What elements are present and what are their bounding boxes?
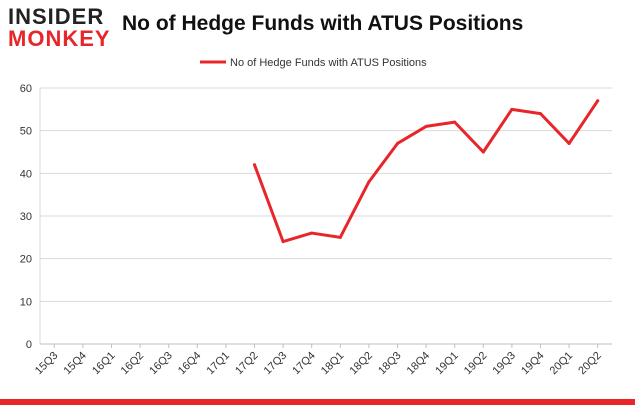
data-point-19Q2 [481,150,485,154]
y-tick-label-10: 10 [20,296,32,308]
legend-label: No of Hedge Funds with ATUS Positions [230,57,427,69]
data-point-17Q4 [310,231,314,235]
x-tick-label-17Q4: 17Q4 [290,350,318,378]
y-tick-label-30: 30 [20,211,32,223]
x-tick-label-18Q1: 18Q1 [319,350,347,378]
y-tick-label-20: 20 [20,254,32,266]
data-point-18Q1 [338,235,342,239]
x-tick-label-17Q1: 17Q1 [204,350,232,378]
chart-title: No of Hedge Funds with ATUS Positions [122,12,524,35]
series-line-0 [253,99,600,244]
x-tick-label-16Q3: 16Q3 [147,350,175,378]
y-tick-label-50: 50 [20,126,32,138]
x-tick-label-18Q2: 18Q2 [347,350,375,378]
y-tick-label-40: 40 [20,168,32,180]
x-tick-label-20Q1: 20Q1 [548,350,576,378]
x-tick-label-16Q1: 16Q1 [90,350,118,378]
x-tick-label-19Q2: 19Q2 [462,350,490,378]
x-tick-label-18Q3: 18Q3 [376,350,404,378]
y-tick-label-60: 60 [20,83,32,95]
data-point-19Q3 [510,107,514,111]
data-point-17Q3 [281,240,285,244]
data-point-19Q4 [539,112,542,116]
data-point-18Q4 [424,124,428,128]
y-tick-label-0: 0 [26,339,32,351]
x-tick-label-20Q2: 20Q2 [576,350,604,378]
data-point-17Q2 [253,163,256,167]
logo-bottom-text: MONKEY [8,26,111,51]
data-point-18Q2 [367,180,371,184]
x-tick-label-19Q1: 19Q1 [433,350,461,378]
x-tick-label-17Q3: 17Q3 [262,350,290,378]
x-tick-label-19Q3: 19Q3 [490,350,518,378]
data-point-18Q3 [396,141,399,145]
x-tick-label-16Q2: 16Q2 [119,350,147,378]
logo-top-text: INSIDER [8,4,105,29]
x-tick-label-15Q4: 15Q4 [61,350,89,378]
x-tick-label-16Q4: 16Q4 [176,350,204,378]
data-point-19Q1 [453,120,457,124]
insider-monkey-logo: INSIDER MONKEY [8,6,118,52]
data-point-20Q2 [596,99,600,103]
x-tick-label-17Q2: 17Q2 [233,350,261,378]
x-tick-label-18Q4: 18Q4 [405,350,433,378]
data-point-20Q1 [567,141,571,145]
x-tick-label-15Q3: 15Q3 [33,350,61,378]
x-tick-label-19Q4: 19Q4 [519,350,547,378]
bottom-accent-bar [0,399,635,405]
